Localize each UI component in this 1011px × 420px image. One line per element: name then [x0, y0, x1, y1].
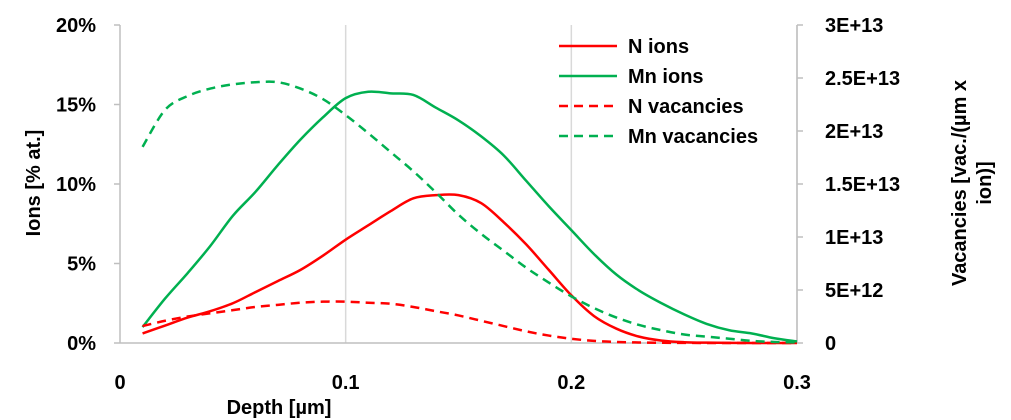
legend-entry: N vacancies: [559, 96, 744, 118]
legend-label: Mn vacancies: [628, 126, 758, 148]
y-left-tick-label: 20%: [56, 15, 96, 37]
legend-label: Mn ions: [628, 66, 704, 88]
series-line-mn-vacancies: [141, 80, 798, 344]
y-right-tick-label: 0: [825, 333, 836, 355]
y-right-axis-title-line1: Vacancies [vac./(µm x: [949, 80, 971, 286]
tick-labels: 0% 5% 10% 15% 20% 0 5E+12 1E+13 1.5E+13 2E+13 2.5E…: [56, 15, 900, 394]
y-left-tick-label: 10%: [56, 174, 96, 196]
series-line-mn-ions: [141, 90, 798, 343]
legend-entry: Mn vacancies: [559, 126, 758, 148]
y-right-tick-label: 1.5E+13: [825, 174, 900, 196]
y-right-tick-label: 2.5E+13: [825, 68, 900, 90]
legend-label: N vacancies: [628, 96, 744, 118]
y-right-tick-label: 3E+13: [825, 15, 883, 37]
x-tick-label: 0: [114, 372, 125, 394]
legend-label: N ions: [628, 36, 689, 58]
legend-entry: N ions: [559, 36, 689, 58]
x-tick-label: 0.2: [557, 372, 585, 394]
x-tick-label: 0.3: [783, 372, 811, 394]
legend: N ions Mn ions N vacancies Mn vacancies: [559, 36, 758, 148]
legend-entry: Mn ions: [559, 66, 704, 88]
x-tick-label: 0.1: [332, 372, 360, 394]
y-right-tick-label: 2E+13: [825, 121, 883, 143]
series: [141, 80, 798, 345]
y-right-tick-label: 1E+13: [825, 227, 883, 249]
y-left-axis-title: Ions [% at.]: [23, 130, 45, 237]
y-right-tick-label: 5E+12: [825, 280, 883, 302]
series-line-n-ions: [142, 193, 797, 345]
y-left-tick-label: 15%: [56, 95, 96, 117]
x-axis-title: Depth [µm]: [227, 397, 332, 419]
y-left-tick-label: 0%: [67, 333, 96, 355]
y-left-tick-label: 5%: [67, 254, 96, 276]
y-right-axis-title-line2: ion)]: [974, 161, 996, 204]
series-line-n-vacancies: [142, 300, 797, 345]
